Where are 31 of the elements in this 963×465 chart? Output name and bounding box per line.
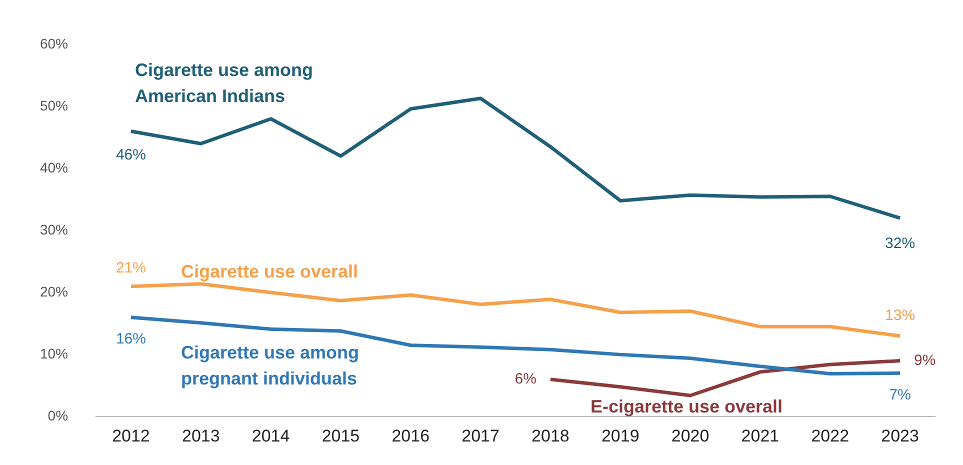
x-tick-label: 2012: [112, 426, 150, 446]
y-tick-label: 60%: [40, 35, 68, 52]
series-label: Cigarette use among pregnant individuals: [180, 342, 360, 388]
x-tick-label: 2023: [881, 426, 919, 446]
x-tick-label: 2021: [741, 426, 780, 446]
data-label: 16%: [116, 330, 146, 348]
x-tick-label: 2019: [601, 426, 640, 446]
y-tick-label: 30%: [40, 221, 68, 238]
y-tick-label: 10%: [40, 345, 68, 362]
x-tick-label: 2022: [811, 426, 850, 446]
y-tick-label: 20%: [40, 283, 68, 300]
y-tick-label: 50%: [40, 97, 68, 114]
x-tick-label: 2018: [532, 426, 570, 446]
data-label: 7%: [889, 386, 911, 404]
x-tick-label: 2014: [252, 426, 290, 446]
x-tick-label: 2013: [182, 426, 220, 446]
series-label: E-cigarette use overall: [590, 396, 783, 416]
data-label: 32%: [885, 235, 916, 252]
series-label: Cigarette use among American Indians: [134, 60, 314, 106]
x-tick-label: 2020: [671, 426, 710, 446]
y-tick-label: 40%: [40, 159, 68, 176]
data-label: 9%: [914, 352, 936, 369]
x-tick-label: 2016: [392, 426, 430, 446]
data-label: 13%: [885, 307, 916, 324]
x-tick-label: 2015: [322, 426, 360, 446]
x-tick-label: 2017: [462, 426, 500, 446]
data-label: 6%: [514, 370, 536, 388]
data-label: 21%: [116, 259, 146, 276]
series-label: Cigarette use overall: [180, 261, 358, 282]
y-tick-label: 0%: [48, 407, 68, 424]
data-label: 46%: [116, 146, 146, 164]
